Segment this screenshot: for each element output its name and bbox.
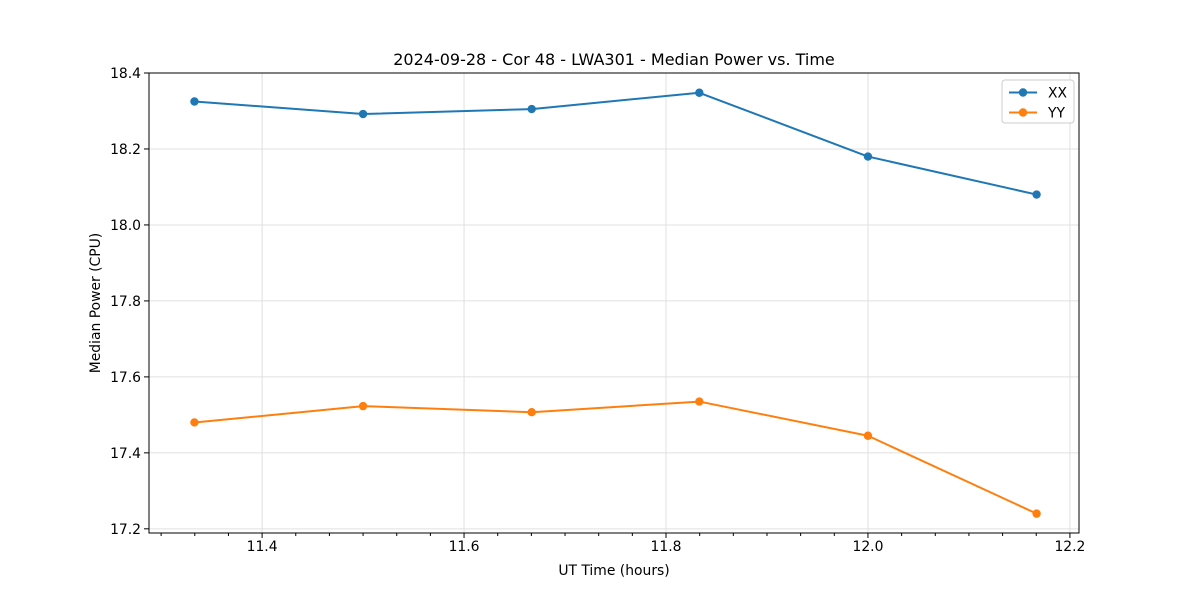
data-point-XX [863,152,873,161]
data-point-XX [695,88,704,97]
x-tick-label: 11.4 [247,539,278,555]
data-point-YY [695,397,704,406]
y-tick-label: 17.6 [110,370,141,386]
data-point-YY [863,431,873,440]
data-point-YY [358,401,368,411]
y-tick-label: 17.4 [110,446,141,462]
x-tick-label: 12.0 [852,539,883,555]
data-point-XX [358,109,368,119]
y-tick-label: 17.2 [110,522,141,538]
x-axis-label: UT Time (hours) [558,563,670,579]
y-tick-label: 18.2 [110,142,141,158]
y-tick-label: 17.8 [110,294,141,310]
x-tick-label: 12.2 [1054,539,1085,555]
legend-label-YY: YY [1047,106,1065,122]
legend-marker-YY [1018,108,1028,117]
data-point-YY [190,418,199,427]
data-point-XX [190,97,199,106]
legend-label-XX: XX [1048,86,1068,102]
y-tick-label: 18.0 [110,218,141,234]
data-point-XX [527,104,536,114]
data-point-YY [527,408,536,417]
y-tick-label: 18.4 [110,66,141,82]
data-point-XX [1032,190,1041,199]
x-tick-label: 11.6 [449,539,480,555]
series-line-YY [194,400,1038,515]
series-line-XX [194,91,1037,196]
data-point-YY [1032,509,1041,518]
chart-title: 2024-09-28 - Cor 48 - LWA301 - Median Po… [393,50,835,69]
plot-border [148,72,1080,534]
legend-marker-XX [1018,88,1028,97]
x-tick-label: 11.8 [651,539,682,555]
